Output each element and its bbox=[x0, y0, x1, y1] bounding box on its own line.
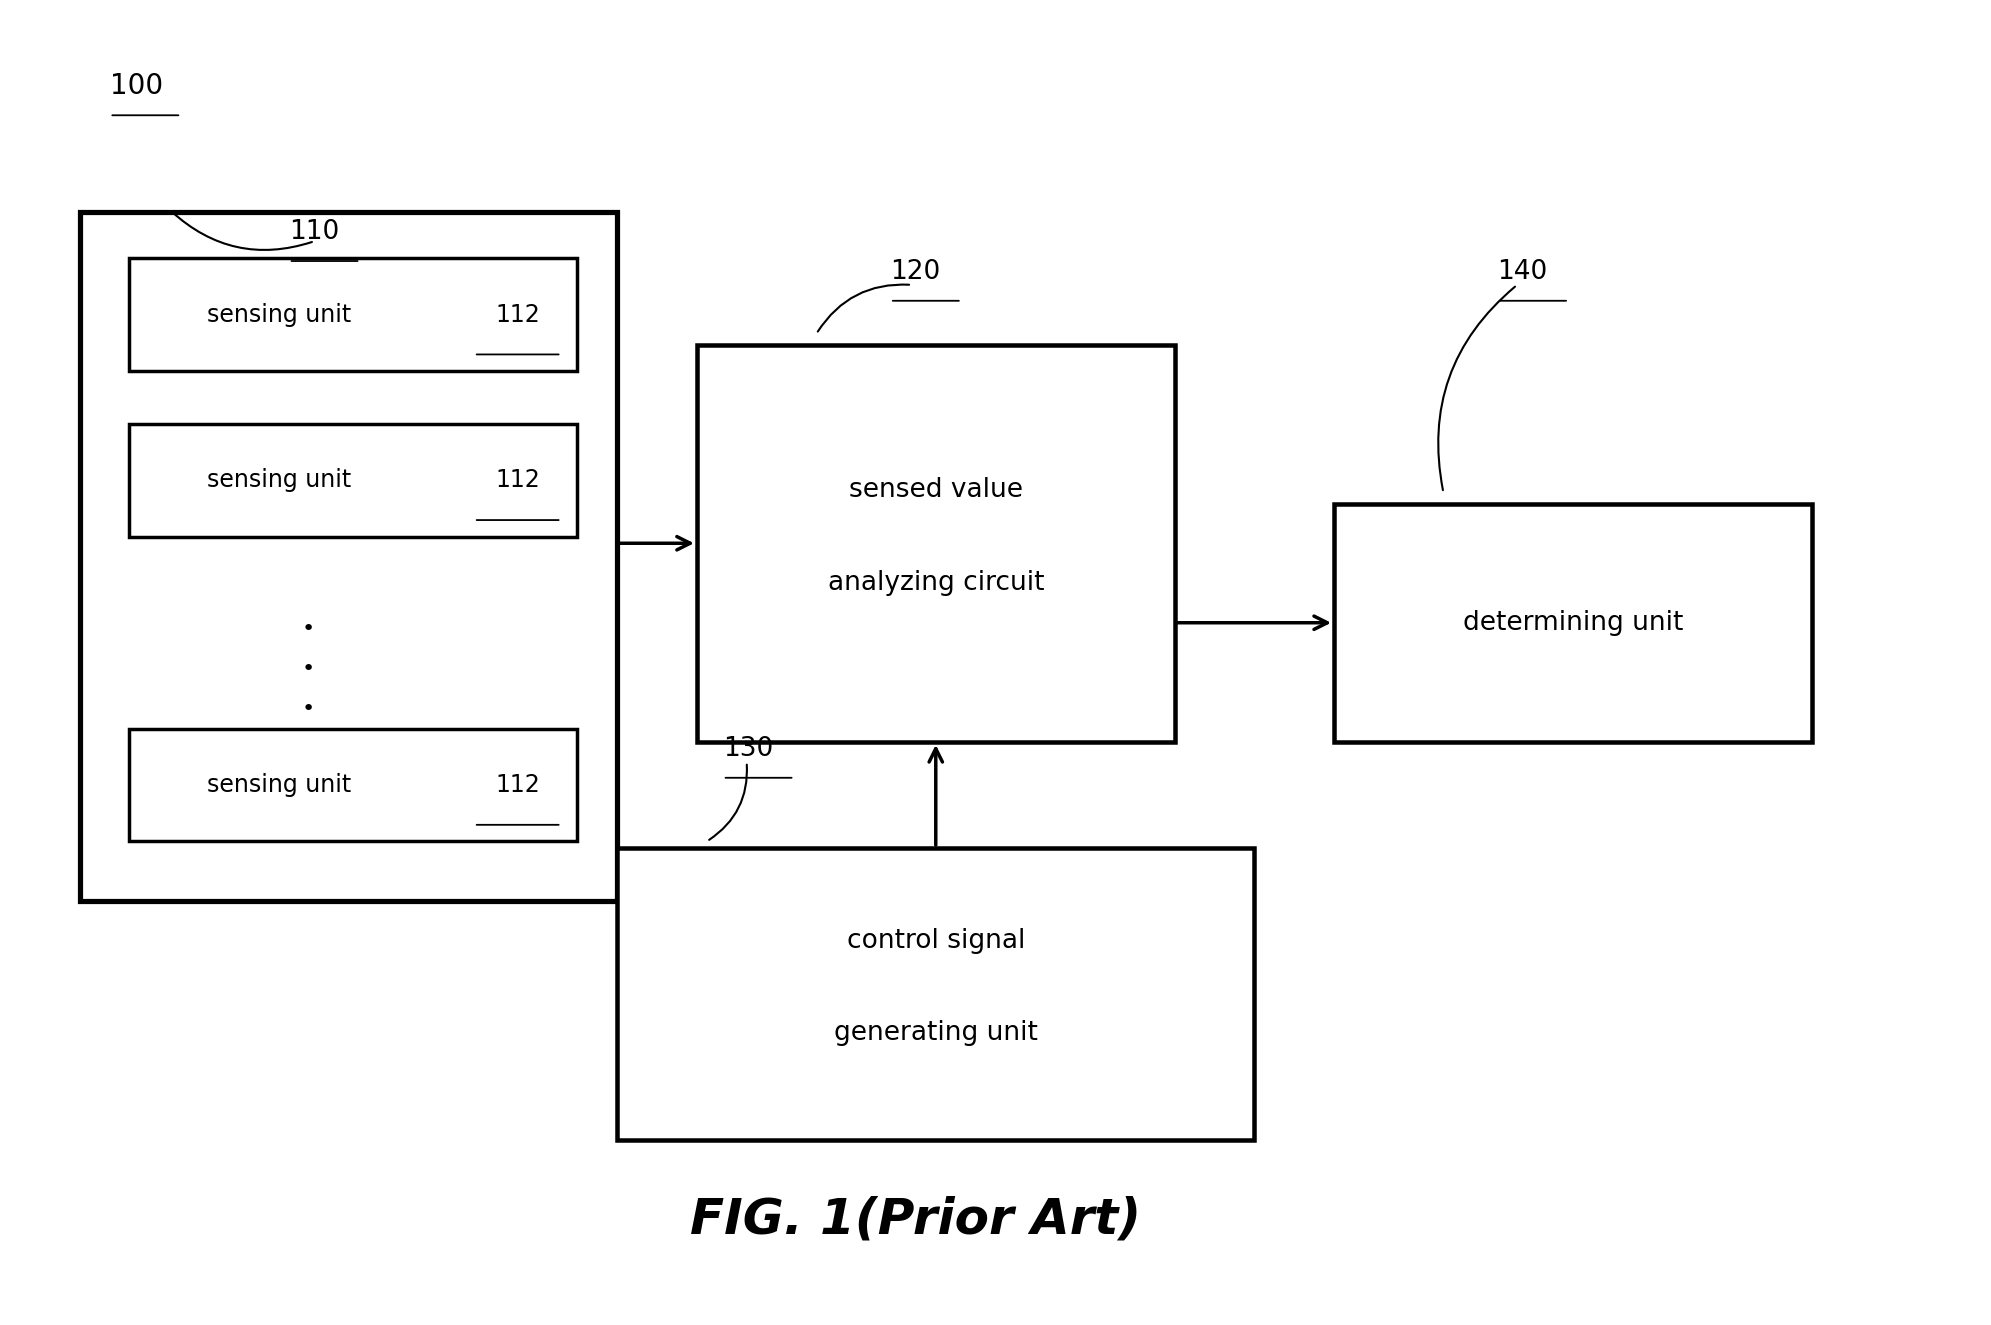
Text: 140: 140 bbox=[1497, 258, 1547, 285]
Text: •: • bbox=[303, 698, 315, 719]
FancyBboxPatch shape bbox=[129, 424, 577, 537]
Text: sensing unit: sensing unit bbox=[207, 468, 350, 493]
Text: •: • bbox=[303, 619, 315, 640]
Text: determining unit: determining unit bbox=[1463, 610, 1682, 636]
Text: 130: 130 bbox=[723, 735, 773, 762]
Text: 110: 110 bbox=[289, 219, 338, 245]
Text: control signal: control signal bbox=[846, 927, 1025, 954]
Text: 112: 112 bbox=[496, 772, 540, 798]
FancyBboxPatch shape bbox=[617, 848, 1254, 1140]
Text: sensed value: sensed value bbox=[848, 477, 1023, 504]
FancyBboxPatch shape bbox=[1334, 504, 1812, 742]
Text: generating unit: generating unit bbox=[834, 1020, 1037, 1047]
Text: sensing unit: sensing unit bbox=[207, 302, 350, 327]
Text: 112: 112 bbox=[496, 468, 540, 493]
FancyBboxPatch shape bbox=[129, 258, 577, 371]
Text: FIG. 1(Prior Art): FIG. 1(Prior Art) bbox=[691, 1195, 1141, 1243]
Text: 112: 112 bbox=[496, 302, 540, 327]
FancyBboxPatch shape bbox=[697, 344, 1175, 742]
Text: analyzing circuit: analyzing circuit bbox=[828, 570, 1043, 596]
Text: 120: 120 bbox=[890, 258, 940, 285]
FancyBboxPatch shape bbox=[80, 212, 617, 901]
Text: sensing unit: sensing unit bbox=[207, 772, 350, 798]
Text: 100: 100 bbox=[110, 72, 163, 101]
Text: •: • bbox=[303, 659, 315, 680]
FancyBboxPatch shape bbox=[129, 729, 577, 841]
